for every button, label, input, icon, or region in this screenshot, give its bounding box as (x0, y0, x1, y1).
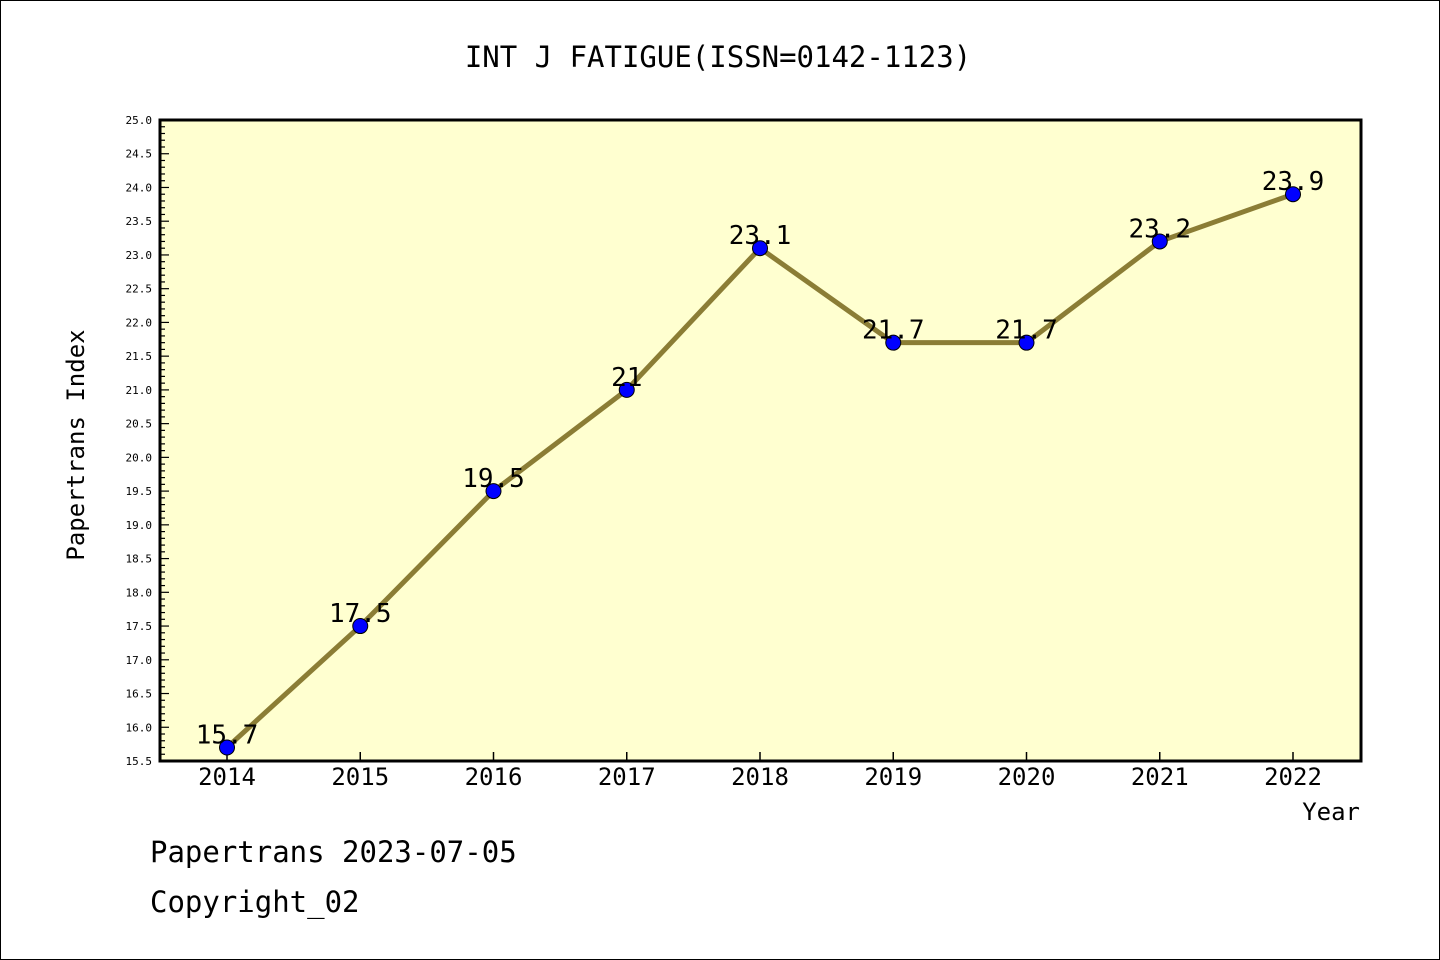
y-tick-label: 21.5 (126, 350, 153, 363)
y-tick-label: 17.5 (126, 620, 153, 633)
x-tick-label: 2018 (731, 763, 789, 791)
data-point (352, 618, 369, 635)
x-tick-label: 2015 (331, 763, 389, 791)
y-tick-label: 16.5 (126, 688, 153, 701)
y-tick-label: 24.5 (126, 148, 153, 161)
x-tick-label: 2016 (465, 763, 523, 791)
data-label: 21.7 (995, 316, 1058, 346)
data-point (618, 381, 635, 398)
data-point (885, 334, 902, 351)
data-point (485, 483, 502, 500)
data-label: 19.5 (462, 464, 525, 494)
y-tick-label: 23.0 (126, 249, 153, 262)
y-tick-label: 20.5 (126, 418, 153, 431)
footer-date-line: Papertrans 2023-07-05 (150, 835, 517, 869)
data-label: 15.7 (196, 721, 259, 751)
x-tick-label: 2019 (864, 763, 922, 791)
y-tick-label: 15.5 (126, 755, 153, 768)
y-tick-label: 18.5 (126, 553, 153, 566)
data-label: 17.5 (329, 599, 392, 629)
x-axis-ticks: 2014 2015 2016 2017 2018 2019 2020 2021 2022 (198, 752, 1322, 791)
data-point (1151, 233, 1168, 250)
data-point (752, 240, 768, 257)
x-tick-label: 2014 (198, 763, 256, 791)
x-tick-label: 2020 (998, 763, 1056, 791)
x-tick-label: 2021 (1131, 763, 1189, 791)
y-tick-label: 25.0 (126, 114, 153, 127)
data-point (1018, 334, 1035, 351)
chart-title: INT J FATIGUE(ISSN=0142-1123) (465, 40, 971, 74)
data-points (219, 186, 1301, 756)
plot-area (158, 118, 1363, 763)
y-axis-label: Papertrans Index (62, 329, 90, 560)
x-axis-label: Year (1302, 798, 1360, 826)
y-tick-label: 17.0 (126, 654, 153, 667)
y-tick-label: 19.5 (126, 485, 153, 498)
y-tick-label: 21.0 (126, 384, 153, 397)
y-tick-label: 23.5 (126, 215, 153, 228)
y-axis-ticks: 15.5 16.0 16.5 17.0 17.5 18.0 18.5 19.0 19.5 20.0… (126, 114, 169, 768)
data-label: 23.2 (1128, 214, 1191, 244)
y-tick-label: 18.0 (126, 586, 153, 599)
data-label: 21 (611, 363, 642, 393)
y-tick-label: 22.0 (126, 316, 153, 329)
y-tick-label: 22.5 (126, 283, 153, 296)
x-tick-label: 2022 (1264, 763, 1322, 791)
data-labels: 15.7 17.5 19.5 21 23.1 21.7 21.7 23.2 23.9 (196, 167, 1325, 750)
y-tick-label: 16.0 (126, 721, 153, 734)
data-point (219, 739, 235, 756)
footer-copyright-line: Copyright_02 (150, 885, 360, 919)
data-point (1285, 186, 1301, 203)
data-label: 23.9 (1262, 167, 1325, 197)
data-label: 21.7 (862, 316, 925, 346)
data-label: 23.1 (729, 221, 792, 251)
x-tick-label: 2017 (598, 763, 656, 791)
y-tick-label: 20.0 (126, 451, 153, 464)
y-tick-label: 24.0 (126, 181, 153, 194)
y-tick-label: 19.0 (126, 519, 153, 532)
